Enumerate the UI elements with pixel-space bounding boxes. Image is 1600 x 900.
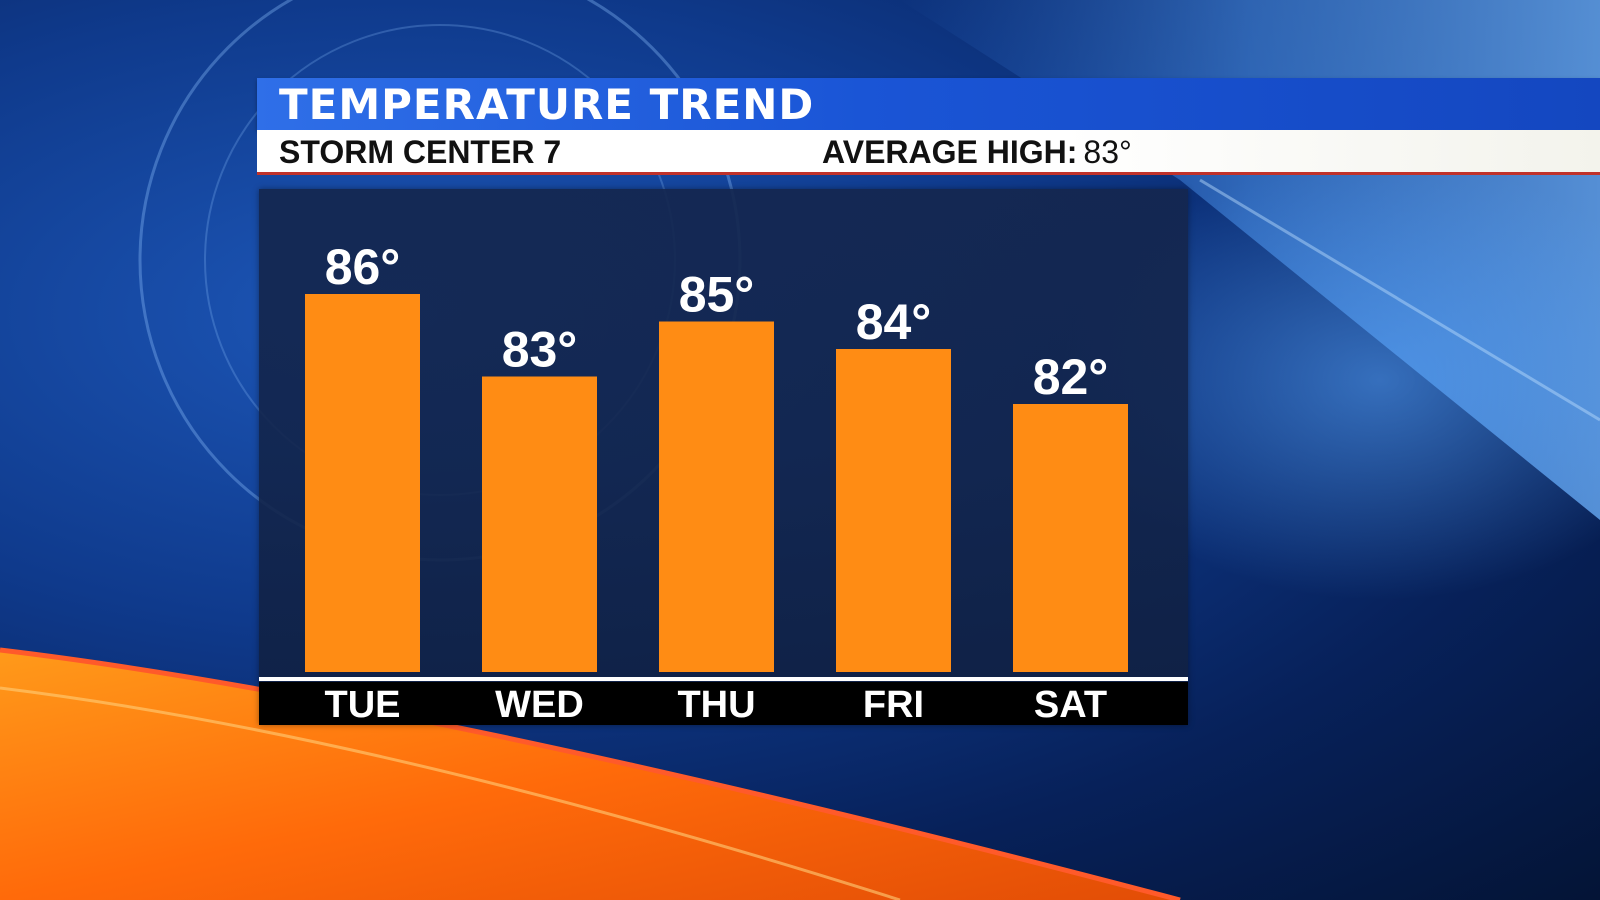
title-banner: TEMPERATURE TREND [257,78,1600,130]
swoosh-highlight [0,686,901,900]
day-label-strip [259,682,1188,725]
data-label-thu: 85° [679,267,755,323]
data-label-tue: 86° [325,239,401,295]
chart-title: TEMPERATURE TREND [279,80,815,129]
bars-group: 86° TUE 83° WED 85° THU 84° FRI 82° SAT [305,239,1128,725]
bar-thu [659,321,774,672]
bar-sat [1013,404,1128,672]
data-label-sat: 82° [1033,349,1109,405]
bar-wed [482,376,597,672]
swoosh-edge [0,647,1181,900]
day-label-thu: THU [677,684,755,725]
data-label-wed: 83° [502,322,578,378]
bar-tue [305,294,420,672]
station-name: STORM CENTER 7 [279,134,562,170]
streak-line [1199,178,1600,422]
chart-panel: 86° TUE 83° WED 85° THU 84° FRI 82° SAT [259,189,1188,725]
glow-right [1060,160,1600,600]
subtitle-bar: STORM CENTER 7 AVERAGE HIGH: 83° [257,130,1600,175]
day-label-wed: WED [495,684,584,725]
average-high-label: AVERAGE HIGH: [822,134,1078,170]
day-label-sat: SAT [1034,684,1107,725]
bar-fri [836,349,951,672]
day-label-fri: FRI [863,684,924,725]
average-high: AVERAGE HIGH: 83° [822,134,1132,170]
average-high-value: 83° [1083,134,1132,170]
data-label-fri: 84° [856,294,932,350]
bar-chart: 86° TUE 83° WED 85° THU 84° FRI 82° SAT [259,239,1188,725]
day-label-tue: TUE [325,684,401,725]
